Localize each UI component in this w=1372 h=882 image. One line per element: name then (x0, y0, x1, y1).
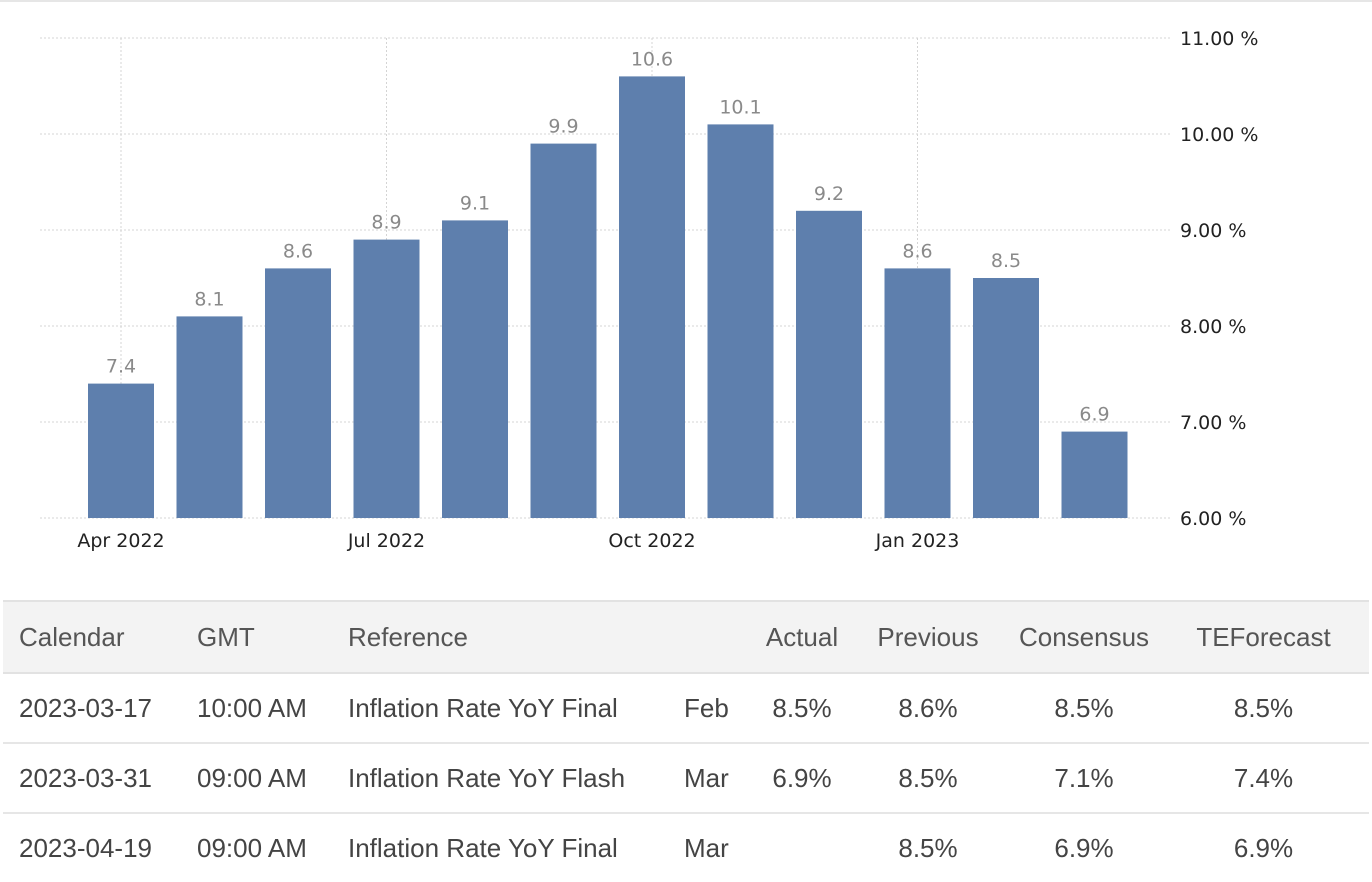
bar[interactable] (442, 220, 508, 518)
cell-time: 10:00 AM (181, 673, 332, 744)
bar[interactable] (796, 210, 862, 519)
cell-period: Mar (668, 743, 758, 814)
bar-data-label: 8.1 (194, 288, 224, 310)
bar-data-label: 8.6 (283, 240, 313, 262)
bar[interactable] (1061, 431, 1128, 518)
cell-teforecast: 8.5% (1158, 673, 1369, 744)
cell-actual: 6.9% (758, 743, 846, 814)
bar[interactable] (884, 268, 951, 518)
cell-previous: 8.5% (846, 743, 1010, 814)
y-tick-label: 9.00 % (1180, 220, 1246, 242)
bar[interactable] (530, 143, 597, 518)
cell-period: Feb (668, 673, 758, 744)
bar-data-label: 9.1 (460, 192, 490, 214)
cell-reference[interactable]: Inflation Rate YoY Final (348, 832, 618, 863)
header-gmt: GMT (181, 600, 332, 674)
x-tick-label: Apr 2022 (77, 530, 164, 552)
bar[interactable] (265, 268, 331, 518)
bar[interactable] (88, 383, 154, 518)
bar[interactable] (176, 316, 243, 518)
cell-time: 09:00 AM (197, 832, 307, 863)
calendar-header-row: Calendar GMT Reference Actual Previous C… (3, 600, 1369, 674)
cell-actual (758, 813, 846, 882)
cell-reference[interactable]: Inflation Rate YoY Final (332, 673, 668, 744)
bar[interactable] (973, 278, 1039, 518)
y-tick-label: 6.00 % (1180, 508, 1246, 530)
header-teforecast: TEForecast (1158, 600, 1369, 674)
y-tick-label: 7.00 % (1180, 412, 1246, 434)
cell-date: 2023-03-31 (3, 743, 181, 814)
y-tick-label: 10.00 % (1180, 124, 1259, 146)
cell-consensus: 6.9% (1054, 832, 1114, 863)
header-period (668, 600, 758, 674)
bar-data-label: 9.9 (548, 116, 578, 138)
cell-actual: 8.5% (758, 673, 846, 744)
axis-layer: 6.00 % 7.00 % 8.00 % 9.00 % 10.00 % 11.00 % Ap… (77, 28, 1258, 552)
bar-data-label: 8.6 (902, 240, 932, 262)
x-tick-label: Oct 2022 (608, 530, 695, 552)
header-consensus: Consensus (1010, 600, 1158, 674)
cell-previous: 8.6% (846, 673, 1010, 744)
bar-layer (88, 76, 1128, 519)
bar-data-label: 9.2 (814, 183, 844, 205)
cell-teforecast: 7.4% (1158, 743, 1369, 814)
header-actual: Actual (758, 600, 846, 674)
cell-period: Mar (684, 832, 729, 863)
bar-data-label: 10.6 (631, 48, 673, 70)
cell-date: 2023-04-19 (19, 832, 152, 863)
bar[interactable] (353, 239, 420, 518)
inflation-bar-chart: 7.4 8.1 8.6 8.9 9.1 9.9 10.6 10.1 9.2 8.6 8.5 6.9 6… (0, 0, 1372, 552)
bar-data-label: 8.5 (991, 250, 1021, 272)
bar-data-label: 7.4 (106, 356, 136, 378)
cell-reference[interactable]: Inflation Rate YoY Flash (332, 743, 668, 814)
label-layer: 7.4 8.1 8.6 8.9 9.1 9.9 10.6 10.1 9.2 8.6 8.5 6.9 (106, 48, 1110, 425)
y-tick-label: 8.00 % (1180, 316, 1246, 338)
cell-time: 09:00 AM (181, 743, 332, 814)
table-row: 2023-04-19 09:00 AM Inflation Rate YoY F… (3, 813, 1369, 882)
y-tick-label: 11.00 % (1180, 28, 1259, 50)
x-tick-label: Jan 2023 (875, 530, 960, 552)
header-calendar: Calendar (3, 600, 181, 674)
bar-data-label: 8.9 (371, 212, 401, 234)
x-tick-label: Jul 2022 (347, 530, 425, 552)
bar[interactable] (707, 124, 774, 519)
cell-consensus: 8.5% (1010, 673, 1158, 744)
bar[interactable] (619, 76, 685, 519)
chart-svg: 7.4 8.1 8.6 8.9 9.1 9.9 10.6 10.1 9.2 8.6 8.5 6.9 6… (0, 0, 1372, 552)
cell-teforecast: 6.9% (1233, 832, 1294, 863)
calendar-table: Calendar GMT Reference Actual Previous C… (3, 600, 1369, 882)
table-row: 2023-03-31 09:00 AM Inflation Rate YoY F… (3, 743, 1369, 814)
header-previous: Previous (846, 600, 1010, 674)
cell-consensus: 7.1% (1010, 743, 1158, 814)
bar-data-label: 6.9 (1079, 404, 1109, 426)
header-reference: Reference (332, 600, 668, 674)
cell-date: 2023-03-17 (3, 673, 181, 744)
cell-previous: 8.5% (898, 832, 958, 863)
table-row: 2023-03-17 10:00 AM Inflation Rate YoY F… (3, 673, 1369, 744)
bar-data-label: 10.1 (719, 96, 761, 118)
